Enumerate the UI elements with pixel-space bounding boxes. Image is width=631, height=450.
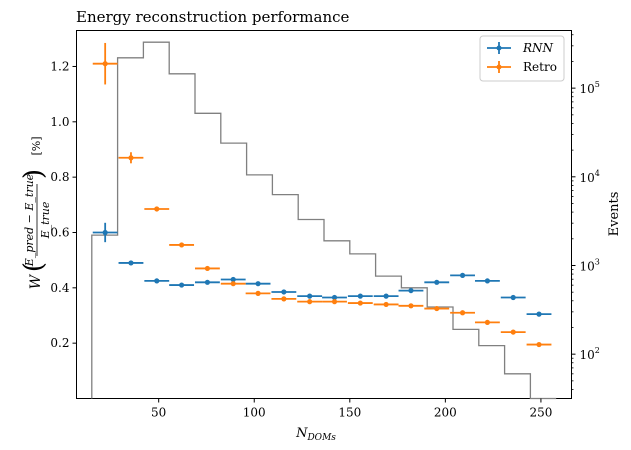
y2-tick-label: 104 — [580, 169, 600, 185]
data-point — [102, 229, 108, 236]
data-point — [102, 61, 108, 67]
data-point — [408, 287, 414, 294]
data-point — [536, 341, 542, 348]
y-label-unit: [%] — [30, 136, 43, 155]
data-point — [128, 155, 134, 161]
data-point — [179, 282, 185, 288]
y-tick-label: 1.2 — [50, 59, 69, 73]
legend-rnn-label: RNN — [522, 41, 554, 55]
data-point — [383, 293, 389, 299]
data-point — [536, 311, 542, 317]
y-label-numerator: E_pred − E_true — [23, 173, 36, 267]
legend-entry-rnn: RNN — [487, 41, 554, 55]
y2-tick-label: 105 — [580, 80, 600, 96]
x-tick-label: 150 — [338, 406, 361, 420]
data-point — [331, 294, 338, 301]
data-point — [179, 242, 185, 248]
y2-tick-label: 102 — [580, 346, 600, 362]
chart-title: Energy reconstruction performance — [76, 8, 350, 26]
data-point — [230, 276, 236, 283]
x-tick-label: 200 — [434, 406, 457, 420]
x-tick-label: 100 — [243, 406, 266, 420]
legend-entry-retro: Retro — [487, 60, 557, 74]
legend-retro-label: Retro — [523, 60, 557, 74]
y-label-lparen: ( — [19, 262, 49, 272]
legend: RNN Retro — [479, 35, 565, 82]
data-point — [255, 281, 261, 287]
y-label-w: W — [28, 273, 44, 289]
data-point — [154, 206, 160, 212]
y-tick-label: 0.8 — [50, 170, 69, 184]
x-tick-label: 50 — [151, 406, 166, 420]
y-tick-label: 1.0 — [50, 115, 69, 129]
y-axis-label: W ( E_pred − E_true E_true ) [%] — [19, 136, 52, 289]
y-axis-left: 0.2 0.4 0.6 0.8 1.0 1.2 — [50, 59, 77, 350]
data-point — [484, 278, 491, 284]
legend-rnn-marker — [496, 45, 502, 51]
series-layer — [92, 42, 552, 348]
data-point — [204, 279, 211, 285]
data-point — [128, 260, 134, 266]
y-axis-right: 102 103 104 105 — [571, 34, 600, 390]
data-point — [255, 290, 261, 296]
y-label-rparen: ) — [19, 169, 49, 179]
data-point — [357, 293, 363, 299]
y2-axis-label: Events — [607, 192, 622, 237]
series-rnn — [92, 222, 552, 317]
data-point — [408, 303, 414, 309]
x-axis-label: NDOMs — [295, 426, 336, 443]
y2-tick-label: 103 — [580, 257, 600, 273]
data-point — [154, 278, 160, 284]
data-point — [434, 279, 440, 285]
x-tick-label: 250 — [529, 406, 552, 420]
data-point — [484, 319, 491, 326]
data-point — [230, 281, 236, 287]
data-point — [281, 296, 287, 302]
data-point — [281, 289, 287, 295]
legend-retro-marker — [496, 64, 502, 70]
y-tick-label: 0.2 — [50, 336, 69, 350]
x-axis: 50 100 150 200 250 — [151, 398, 552, 420]
data-point — [307, 299, 313, 305]
data-point — [434, 305, 440, 312]
y-tick-label: 0.4 — [50, 281, 69, 295]
y-label-denominator: E_true — [39, 201, 52, 239]
events-histogram — [91, 41, 557, 400]
data-point — [383, 301, 389, 308]
histogram-layer — [91, 41, 557, 400]
data-point — [331, 299, 338, 305]
data-point — [459, 310, 466, 316]
data-point — [510, 294, 516, 301]
data-point — [357, 300, 363, 306]
data-point — [459, 272, 466, 278]
data-point — [510, 329, 516, 335]
plot-frame — [76, 30, 572, 399]
y-tick-label: 0.6 — [50, 225, 69, 239]
series-retro — [92, 42, 552, 348]
data-point — [307, 293, 313, 299]
data-point — [204, 265, 211, 272]
